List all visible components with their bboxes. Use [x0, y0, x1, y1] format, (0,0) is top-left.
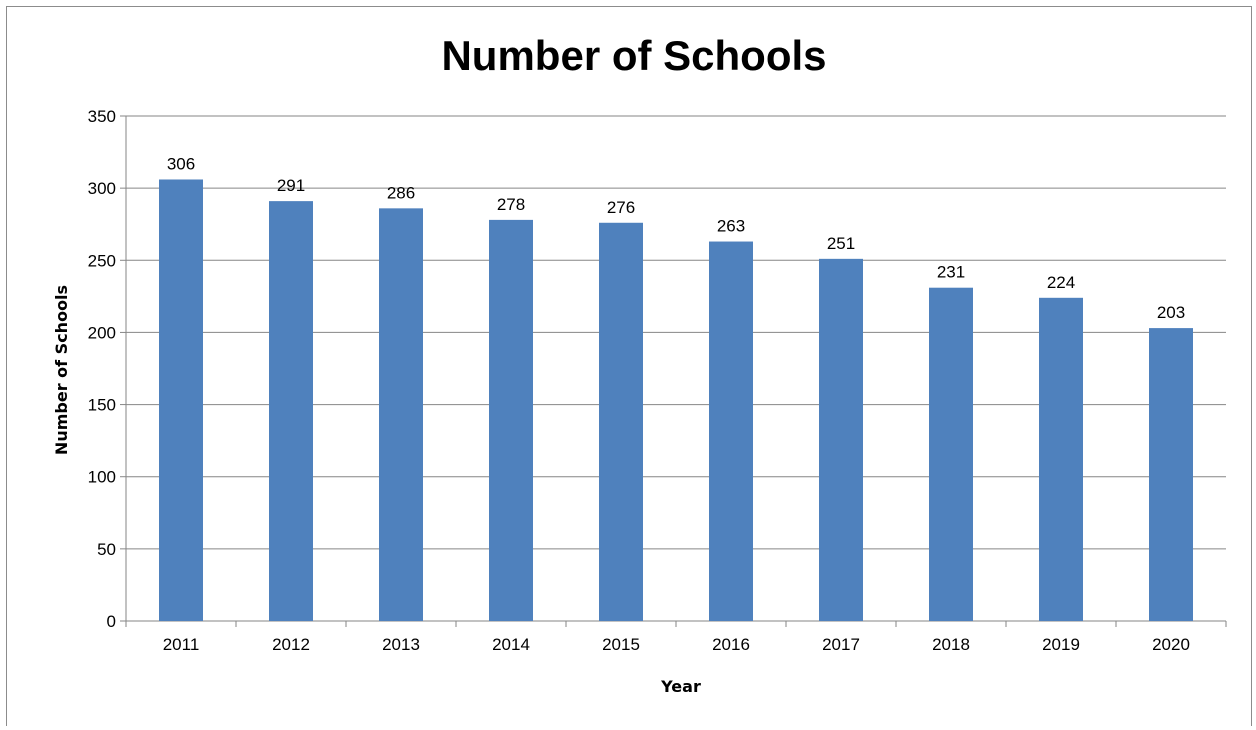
bar-2011: [159, 179, 203, 621]
data-label-2013: 286: [387, 183, 415, 202]
x-tick-label-2012: 2012: [272, 635, 310, 654]
y-tick-label: 0: [107, 612, 116, 631]
bars: [159, 179, 1193, 622]
chart-frame: [6, 6, 1252, 726]
x-tick-labels: 2011 2012 2013 2014 2015 2016 2017 2018 2019 2020: [163, 635, 1190, 654]
y-axis-title: Number of Schools: [52, 285, 71, 455]
chart-title: Number of Schools: [441, 32, 826, 79]
x-tick-label-2011: 2011: [163, 635, 200, 654]
y-tick-label: 250: [88, 251, 116, 270]
x-tick-label-2017: 2017: [822, 635, 860, 654]
y-tick-label: 100: [88, 468, 116, 487]
bar-2020: [1149, 328, 1193, 621]
y-tick-label: 150: [88, 396, 116, 415]
y-tick-label: 200: [88, 323, 116, 342]
data-label-2017: 251: [827, 234, 855, 253]
data-label-2018: 231: [937, 263, 965, 282]
data-label-2012: 291: [277, 176, 305, 195]
x-tick-label-2013: 2013: [382, 635, 420, 654]
bar-2016: [709, 241, 753, 621]
bar-2017: [819, 258, 863, 621]
data-label-2011: 306: [167, 154, 195, 173]
y-tick-label: 50: [97, 540, 116, 559]
bar-2014: [489, 219, 533, 621]
x-tick-label-2015: 2015: [602, 635, 640, 654]
bar-2013: [379, 208, 423, 622]
data-label-2020: 203: [1157, 303, 1185, 322]
x-tick-label-2019: 2019: [1042, 635, 1080, 654]
data-label-2016: 263: [717, 217, 745, 236]
data-label-2015: 276: [607, 198, 635, 217]
bar-2015: [599, 222, 643, 621]
x-axis-title: Year: [660, 677, 701, 696]
x-tick-label-2014: 2014: [492, 635, 530, 654]
bar-2012: [269, 201, 313, 621]
y-tick-labels: 0 50 100 150 200 250 300 350: [88, 107, 116, 631]
x-tick-label-2020: 2020: [1152, 635, 1190, 654]
data-labels: 306 291 286 278 276 263 251 231 224 203: [167, 154, 1185, 322]
data-label-2014: 278: [497, 195, 525, 214]
bar-2018: [929, 287, 973, 621]
x-tick-label-2016: 2016: [712, 635, 750, 654]
data-label-2019: 224: [1047, 273, 1075, 292]
x-tick-label-2018: 2018: [932, 635, 970, 654]
bar-2019: [1039, 297, 1083, 621]
y-tick-label: 300: [88, 179, 116, 198]
y-tick-label: 350: [88, 107, 116, 126]
